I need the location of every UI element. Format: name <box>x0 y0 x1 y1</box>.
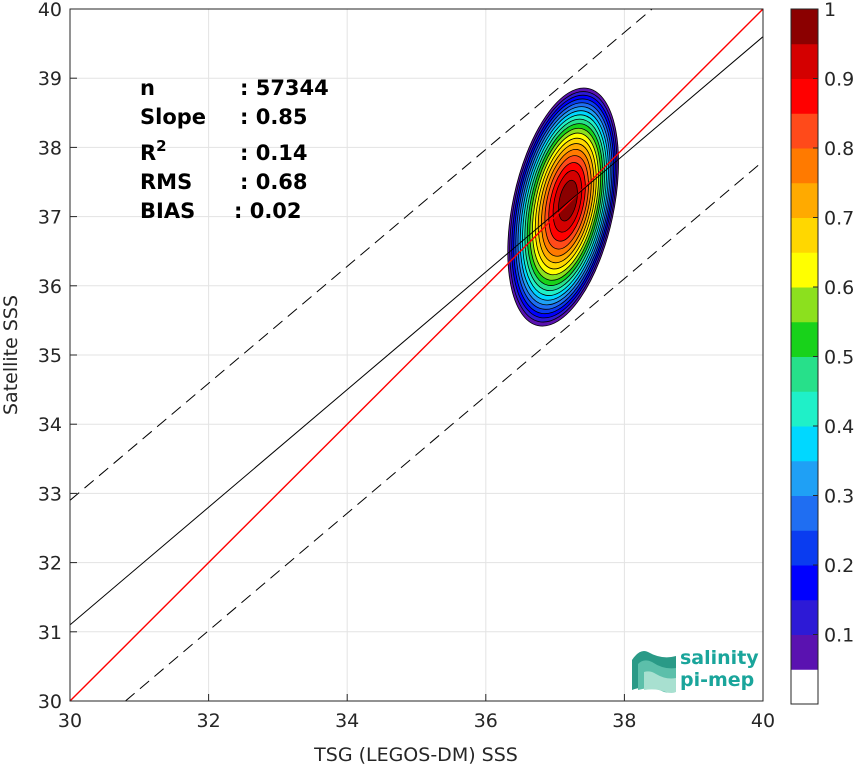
x-tick-label: 34 <box>335 710 359 732</box>
colorbar-tick-label: 0.9 <box>824 69 854 91</box>
x-tick-label: 32 <box>197 710 221 732</box>
x-axis-label: TSG (LEGOS-DM) SSS <box>313 744 518 766</box>
y-tick-label: 38 <box>38 137 62 159</box>
colorbar-tick-label: 0.4 <box>824 416 854 438</box>
colorbar-segment <box>791 217 818 253</box>
x-tick-label: 40 <box>751 710 775 732</box>
y-axis-label: Satellite SSS <box>0 295 22 415</box>
colorbar-segment <box>791 9 818 45</box>
stat-value: : 57344 <box>240 76 329 100</box>
stat-value: : 0.02 <box>234 199 302 223</box>
colorbar-segment <box>791 426 818 462</box>
x-tick-label: 36 <box>474 710 498 732</box>
colorbar: 0.1 0.2 0.3 0.4 0.5 0.6 0.7 0.8 0.9 1 <box>790 0 854 705</box>
colorbar-segment <box>791 634 818 670</box>
colorbar-segment <box>791 113 818 149</box>
stat-label: RMS <box>140 170 192 194</box>
colorbar-segment <box>791 565 818 601</box>
stat-value: : 0.14 <box>240 141 308 165</box>
logo-line2: pi-mep <box>680 669 754 691</box>
regression-line <box>70 36 763 626</box>
y-tick-label: 33 <box>38 483 62 505</box>
colorbar-tick-label: 0.3 <box>824 486 854 508</box>
colorbar-segment <box>791 599 818 635</box>
stat-label: n <box>140 76 155 100</box>
y-tick-label: 36 <box>38 276 62 298</box>
colorbar-segment <box>791 530 818 566</box>
reference-lines <box>70 9 763 701</box>
colorbar-segment <box>791 669 818 705</box>
x-axis-ticks: 30 32 34 36 38 40 <box>58 694 775 732</box>
colorbar-tick-label: 0.8 <box>824 138 854 160</box>
colorbar-segment <box>791 356 818 392</box>
y-tick-label: 34 <box>38 414 62 436</box>
colorbar-tick-label: 0.7 <box>824 208 854 230</box>
y-tick-label: 30 <box>38 691 62 713</box>
colorbar-segment <box>791 148 818 184</box>
colorbar-segment <box>791 391 818 427</box>
logo-waves-icon <box>632 651 676 693</box>
grid <box>69 8 764 702</box>
salinity-pimep-logo: salinity pi-mep <box>632 647 759 693</box>
identity-line <box>70 9 763 701</box>
colorbar-segment <box>791 287 818 323</box>
stat-label: Slope <box>140 105 206 129</box>
lower-bound-line <box>125 160 763 701</box>
colorbar-tick-label: 0.6 <box>824 277 854 299</box>
colorbar-tick-label: 0.5 <box>824 347 854 369</box>
y-tick-label: 40 <box>38 0 62 21</box>
colorbar-tick-label: 0.1 <box>824 625 854 647</box>
colorbar-segment <box>791 252 818 288</box>
colorbar-tick-label: 0.2 <box>824 555 854 577</box>
x-tick-label: 38 <box>612 710 636 732</box>
y-axis-ticks: 30 31 32 33 34 35 36 37 38 39 40 <box>38 0 77 713</box>
y-tick-label: 32 <box>38 553 62 575</box>
y-tick-label: 37 <box>38 207 62 229</box>
colorbar-segment <box>791 43 818 79</box>
x-tick-label: 30 <box>58 710 82 732</box>
colorbar-segment <box>791 182 818 218</box>
stat-label: BIAS <box>140 199 195 223</box>
stat-value: : 0.85 <box>240 105 308 129</box>
upper-bound-line <box>70 9 653 501</box>
logo-line1: salinity <box>680 647 759 669</box>
colorbar-segment <box>791 321 818 357</box>
colorbar-segment <box>791 495 818 531</box>
y-tick-label: 31 <box>38 622 62 644</box>
y-tick-label: 39 <box>38 68 62 90</box>
colorbar-segment <box>791 460 818 496</box>
colorbar-segment <box>791 78 818 114</box>
colorbar-tick-label: 1 <box>824 0 836 21</box>
stat-value: : 0.68 <box>240 170 308 194</box>
y-tick-label: 35 <box>38 345 62 367</box>
density-contour <box>558 179 578 222</box>
